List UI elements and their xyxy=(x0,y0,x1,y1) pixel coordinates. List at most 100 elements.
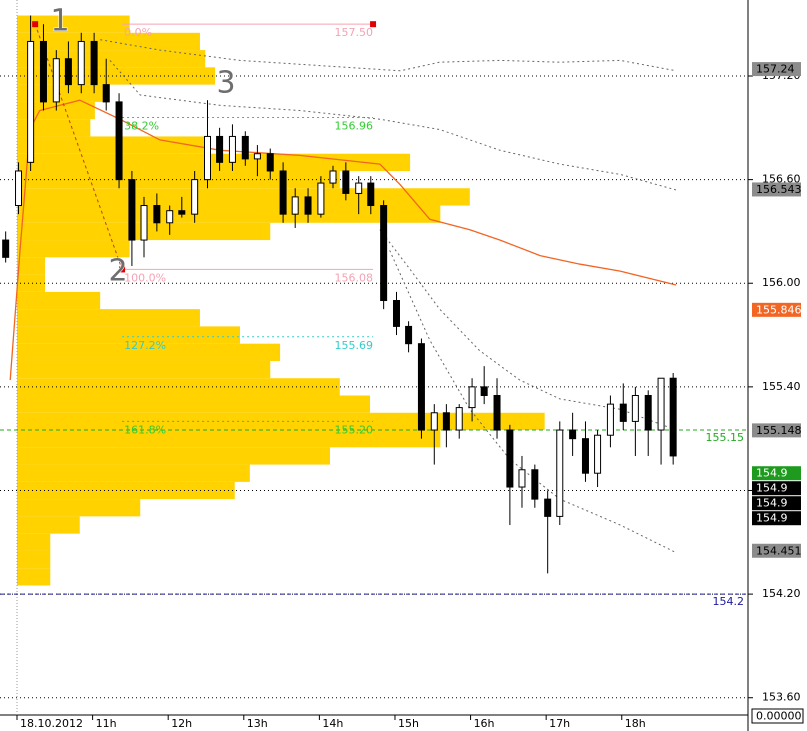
fib-price-label: 157.50 xyxy=(335,26,374,39)
candle-body xyxy=(178,210,186,215)
price-tag xyxy=(752,543,801,558)
y-tick-label: 156.00 xyxy=(762,276,801,289)
profile-bar xyxy=(17,170,340,189)
candle-body xyxy=(455,407,463,431)
profile-bar xyxy=(17,378,340,396)
profile-bar xyxy=(17,153,411,171)
profile-bar xyxy=(17,50,206,68)
y-tick-label: 155.40 xyxy=(762,380,801,393)
price-tag-label: 154.9 xyxy=(756,497,788,510)
candle-body xyxy=(417,343,425,431)
candle-body xyxy=(657,377,665,431)
corner-label: 0.00000 xyxy=(756,710,802,723)
price-tag xyxy=(752,423,801,438)
fib-price-label: 155.69 xyxy=(335,339,374,352)
wave-label: 2 xyxy=(108,254,127,289)
candle-body xyxy=(266,153,274,172)
profile-bar xyxy=(17,205,441,223)
profile-bar xyxy=(17,326,241,344)
x-tick-label: 18h xyxy=(625,717,646,730)
x-tick-label: 18.10.2012 xyxy=(20,717,83,730)
y-tick-label: 156.60 xyxy=(762,173,801,186)
candle-body xyxy=(90,40,98,86)
y-tick-label: 154.20 xyxy=(762,587,801,600)
price-tag xyxy=(752,481,801,496)
price-tag-label: 154.9 xyxy=(756,467,788,480)
profile-bar xyxy=(17,430,441,448)
fib-price-label: 155.20 xyxy=(335,423,374,436)
profile-bar xyxy=(17,533,51,551)
x-tick-label: 12h xyxy=(171,717,192,730)
envelope-line xyxy=(389,250,677,554)
profile-bar xyxy=(17,481,235,500)
profile-bar xyxy=(17,291,101,310)
candle-body xyxy=(216,135,224,163)
profile-bar xyxy=(17,499,141,517)
candle-body xyxy=(39,40,47,103)
candle-body xyxy=(140,205,148,241)
fib-level-label: 161.8% xyxy=(124,423,166,436)
candle-body xyxy=(631,394,639,422)
candle-body xyxy=(380,205,388,302)
candle-body xyxy=(279,170,287,215)
profile-bar xyxy=(17,516,80,534)
profile-bar xyxy=(17,274,45,292)
profile-bar xyxy=(17,309,200,327)
candle-body xyxy=(619,403,627,422)
candle-body xyxy=(480,386,488,396)
price-tag-label: 157.24 xyxy=(756,63,795,76)
fib-handle xyxy=(370,21,377,28)
candle-body xyxy=(228,135,236,163)
candle-body xyxy=(430,412,438,431)
x-tick-label: 17h xyxy=(549,717,570,730)
profile-bar xyxy=(17,550,51,569)
price-tag-label: 155.846 xyxy=(756,303,802,316)
candle-body xyxy=(291,196,299,215)
candle-body xyxy=(115,101,123,181)
candle-body xyxy=(594,434,602,474)
profile-bar xyxy=(17,240,130,258)
x-tick-label: 16h xyxy=(474,717,495,730)
candle-body xyxy=(128,179,136,241)
x-tick-label: 11h xyxy=(96,717,117,730)
candle-body xyxy=(569,429,577,440)
x-tick-label: 13h xyxy=(247,717,268,730)
x-tick-label: 15h xyxy=(398,717,419,730)
candle-body xyxy=(644,394,652,431)
profile-bar xyxy=(17,343,281,361)
price-tag xyxy=(752,466,801,481)
envelope-line xyxy=(109,60,677,191)
candle-body xyxy=(544,498,552,517)
candle-body xyxy=(64,58,72,86)
profile-bar xyxy=(17,360,271,379)
profile-bar xyxy=(17,188,470,206)
candle-body xyxy=(367,182,375,207)
candle-body xyxy=(342,170,350,194)
candle-body xyxy=(52,58,60,103)
moving-average-line xyxy=(9,99,677,381)
y-tick-label: 153.60 xyxy=(762,691,801,704)
candle-body xyxy=(581,438,589,474)
candle-body xyxy=(317,182,325,215)
candle-body xyxy=(556,429,564,517)
price-tag xyxy=(752,182,801,197)
fib-level-label: 127.2% xyxy=(124,339,166,352)
candle-body xyxy=(468,386,476,409)
candle-body xyxy=(253,153,261,160)
candle-body xyxy=(27,40,35,163)
candle-body xyxy=(392,300,400,327)
candle-body xyxy=(606,403,614,436)
price-tag-label: 155.148 xyxy=(756,424,802,437)
fib-handle xyxy=(32,21,39,28)
profile-bar xyxy=(17,464,250,482)
candle-body xyxy=(442,412,450,431)
candle-body xyxy=(329,170,337,184)
price-tag-label: 154.9 xyxy=(756,482,788,495)
fib-level-label: 100.0% xyxy=(124,271,166,284)
candle-body xyxy=(102,84,110,103)
horizontal-line-label: 154.2 xyxy=(713,595,745,608)
candle-body xyxy=(166,210,174,224)
candle-body xyxy=(531,469,539,500)
